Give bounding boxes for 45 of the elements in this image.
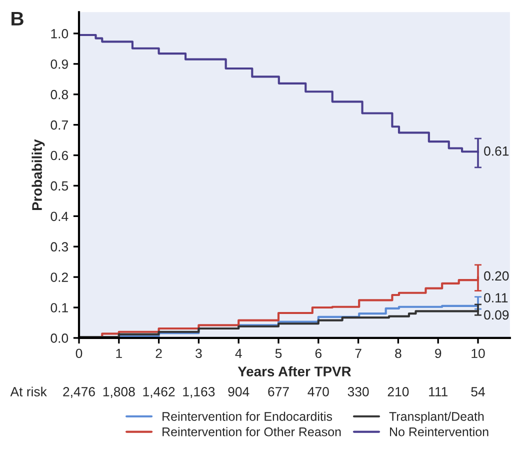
y-tick-label: 0.6 [50,150,68,160]
y-tick-label: 0.7 [50,120,68,130]
legend-label: Reintervention for Endocarditis [162,412,332,421]
legend-label: Reintervention for Other Reason [162,427,341,436]
x-tick-label: 1 [116,348,122,358]
legend-label: Transplant/Death [389,412,484,424]
data-label: 0.61 [484,146,509,156]
y-tick-label: 1.0 [51,29,68,38]
data-label: 0.20 [484,271,509,281]
text: At risk [10,386,47,396]
y-tick-label: 0.0 [50,334,68,343]
chart-title: B [12,12,24,26]
data-label: 0.09 [484,310,509,320]
y-tick-label: 0.1 [50,303,68,312]
text: 470 [308,387,329,396]
x-tick-label: 8 [395,348,402,358]
text: 111 [429,387,448,396]
text: 904 [228,387,250,396]
x-axis-title: Years After TPVR [238,366,352,376]
y-tick-label: 0.2 [50,272,68,282]
x-tick-label: 0 [76,348,82,358]
text: 1,808 [103,387,135,398]
legend-label: No Reintervention [390,427,488,436]
x-tick-label: 3 [196,348,202,358]
text: 2,476 [63,387,95,398]
data-label: 0.11 [484,293,508,302]
text: 54 [471,387,485,396]
x-tick-label: 7 [355,348,362,358]
y-tick-label: 0.5 [50,181,68,191]
text: 210 [388,387,409,396]
x-tick-label: 2 [156,348,162,358]
x-tick-label: 5 [275,348,282,358]
text: 1,163 [183,387,215,398]
y-tick-label: 0.3 [50,242,68,252]
text: 330 [348,387,369,396]
y-axis-title: Probability [32,139,45,210]
x-tick-label: 9 [435,348,442,358]
x-tick-label: 4 [235,348,242,358]
y-tick-label: 0.4 [50,212,68,222]
x-tick-label: 6 [315,348,322,358]
y-tick-label: 0.9 [50,59,68,69]
y-tick-label: 0.8 [50,90,68,100]
text: 1,462 [143,387,175,398]
x-tick-label: 10 [472,348,485,358]
text: 677 [268,387,289,396]
